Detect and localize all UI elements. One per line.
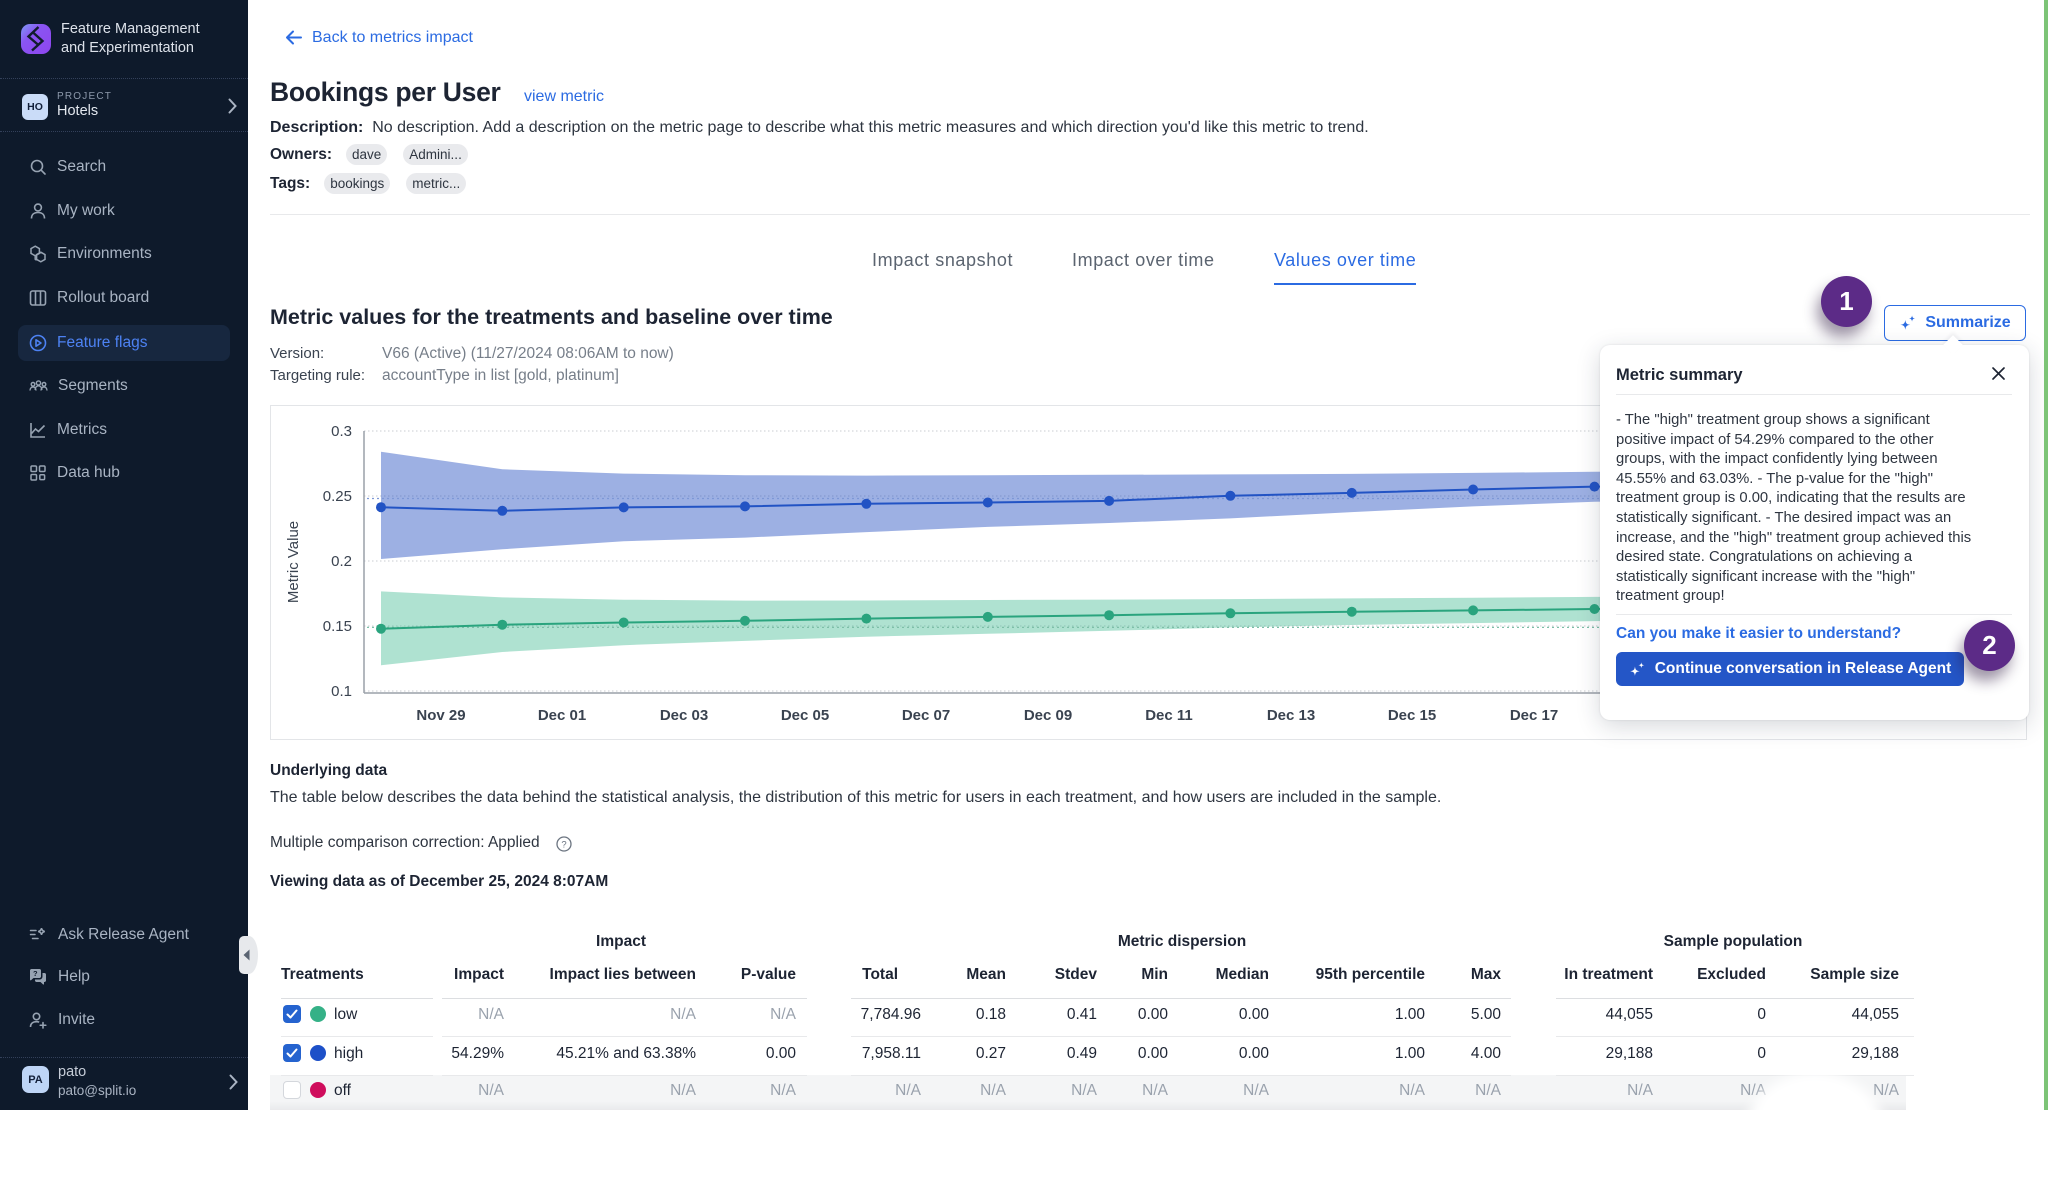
svg-text:0.2: 0.2 <box>331 553 352 570</box>
svg-text:Dec 07: Dec 07 <box>902 707 950 724</box>
svg-text:0.1: 0.1 <box>331 683 352 700</box>
svg-text:?: ? <box>33 969 38 978</box>
svg-text:Metric Value: Metric Value <box>285 521 302 603</box>
svg-text:Dec 01: Dec 01 <box>538 707 586 724</box>
svg-text:0.15: 0.15 <box>323 618 352 635</box>
svg-text:0.3: 0.3 <box>331 423 352 440</box>
svg-text:0.25: 0.25 <box>323 488 352 505</box>
svg-text:Nov 29: Nov 29 <box>416 707 465 724</box>
svg-text:Dec 17: Dec 17 <box>1510 707 1558 724</box>
svg-text:Dec 03: Dec 03 <box>660 707 708 724</box>
svg-text:Dec 09: Dec 09 <box>1024 707 1072 724</box>
svg-text:Dec 13: Dec 13 <box>1267 707 1315 724</box>
svg-text:?: ? <box>561 840 566 851</box>
svg-text:Dec 05: Dec 05 <box>781 707 829 724</box>
svg-text:Dec 11: Dec 11 <box>1145 707 1193 724</box>
svg-text:Dec 15: Dec 15 <box>1388 707 1436 724</box>
